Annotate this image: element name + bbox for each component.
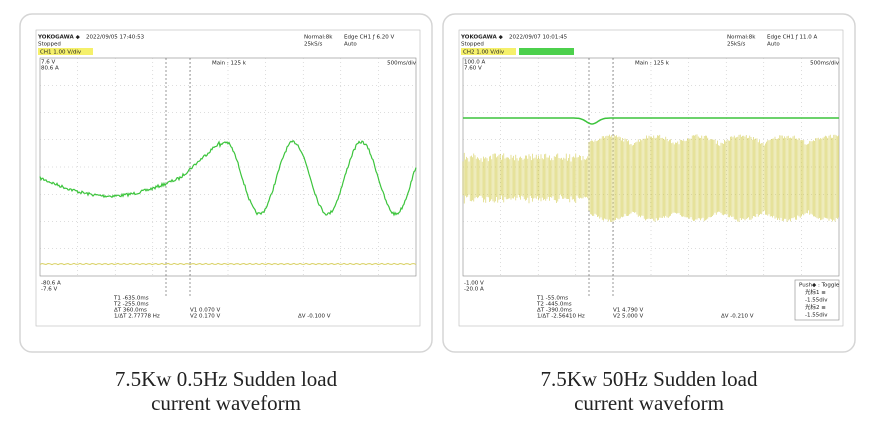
scope-text: Edge CH1 ƒ 11.0 A (767, 35, 817, 41)
scope-text: ΔT -390.0ms (537, 308, 572, 314)
scope-text: V1 4.790 V (613, 308, 644, 314)
scope-text: YOKOGAWA ◆ (37, 35, 81, 41)
scope-text: T1 -55.0ms (536, 296, 568, 302)
scope-text: -1.55div (805, 298, 828, 304)
scope-text: Stopped (461, 42, 484, 48)
scope-text: Edge CH1 ƒ 6.20 V (344, 35, 394, 41)
scope-text: 1/ΔT -2.56410 Hz (537, 314, 585, 320)
scope-text: -1.00 V (464, 281, 484, 287)
caption: current waveform (574, 391, 724, 415)
scope-text: Stopped (38, 42, 61, 48)
scope-text: 500ms/div (387, 61, 417, 67)
scope-text: V2 0.170 V (190, 314, 221, 320)
scope-text: CH2 1.00 V/div (463, 50, 505, 56)
scope-text: 25kS/s (727, 42, 746, 48)
scope-text: Normal:8k (727, 35, 756, 41)
scope-text: -7.6 V (41, 287, 57, 293)
scope-text: Auto (767, 42, 780, 48)
scope-text: 1/ΔT 2.77778 Hz (114, 314, 160, 320)
channel-tag-2 (519, 48, 574, 55)
scope-text: YOKOGAWA ◆ (460, 35, 504, 41)
scope-text: 2022/09/07 10:01:45 (509, 35, 568, 41)
scope-text: T2 -445.0ms (536, 302, 572, 308)
scope-text: 2022/09/05 17:40:53 (86, 35, 145, 41)
scope-text: CH1 1.00 V/div (40, 50, 82, 56)
scope-text: Normal:8k (304, 35, 333, 41)
waveform-yellow (39, 262, 417, 266)
waveform-green (463, 117, 839, 125)
scope-text: V1 0.070 V (190, 308, 221, 314)
scope-text: ΔT 360.0ms (114, 308, 147, 314)
scope-text: 25kS/s (304, 42, 323, 48)
scope-text: T2 -255.0ms (113, 302, 149, 308)
scope-text: Push◆ : Toggle (799, 283, 840, 289)
caption: current waveform (151, 391, 301, 415)
scope-text: 500ms/div (810, 61, 840, 67)
waveform-yellow (462, 134, 839, 222)
scope-text: 光标2 ≡ (805, 303, 826, 311)
waveform-green (39, 140, 417, 217)
scope-text: -80.6 A (41, 281, 61, 287)
scope-text: 7.60 V (464, 66, 482, 72)
scope-text: V2 5.000 V (613, 314, 644, 320)
scope-text: ΔV -0.100 V (298, 314, 331, 320)
scope-text: 光标1 ≡ (805, 288, 826, 296)
scope-text: -1.55div (805, 313, 828, 319)
channel-tag (461, 48, 516, 55)
caption: 7.5Kw 50Hz Sudden load (541, 367, 758, 391)
channel-tag (38, 48, 93, 55)
scope-text: 100.0 A (464, 60, 485, 66)
cursor-menu (794, 279, 840, 321)
scope-text: Main : 125 k (212, 61, 247, 67)
scope-text: Auto (344, 42, 357, 48)
scope-text: T1 -635.0ms (113, 296, 149, 302)
scope-text: 7.6 V (41, 60, 55, 66)
caption: 7.5Kw 0.5Hz Sudden load (115, 367, 338, 391)
scope-text: 80.6 A (41, 66, 59, 72)
scope-text: -20.0 A (464, 287, 484, 293)
scope-text: ΔV -0.210 V (721, 314, 754, 320)
scope-text: Main : 125 k (635, 61, 670, 67)
